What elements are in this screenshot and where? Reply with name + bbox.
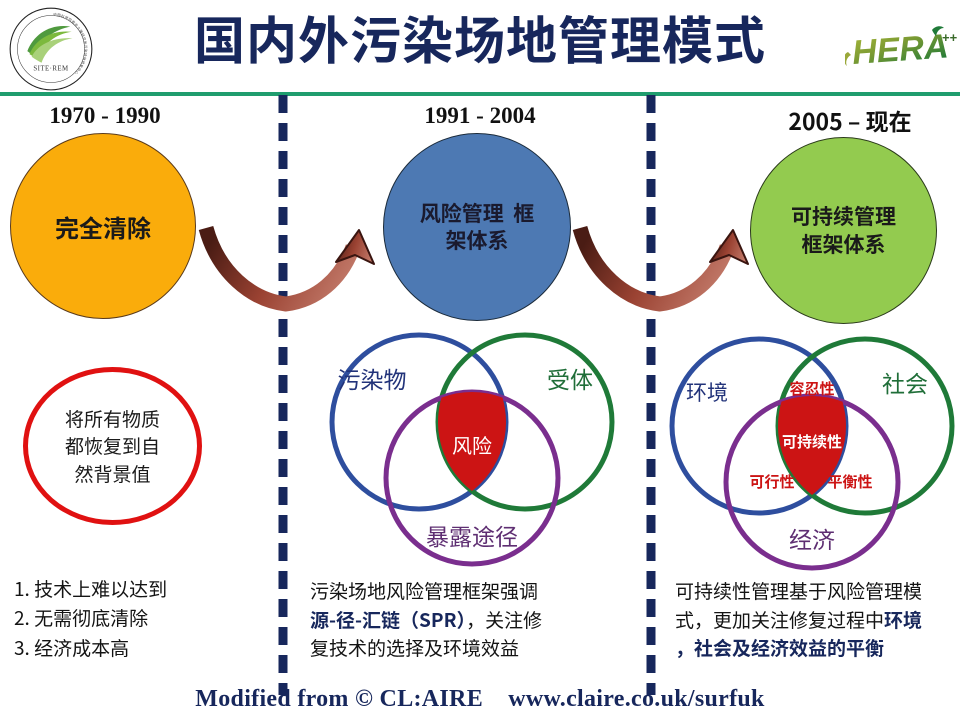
svg-text:容忍性: 容忍性 <box>789 378 834 399</box>
svg-text:暴露途径: 暴露途径 <box>426 518 518 552</box>
svg-text:风险: 风险 <box>452 430 492 459</box>
svg-text:可行性: 可行性 <box>749 471 794 492</box>
svg-text:经济: 经济 <box>789 521 835 555</box>
svg-text:污染物: 污染物 <box>338 361 407 395</box>
svg-text:社会: 社会 <box>882 365 928 399</box>
svg-text:平衡性: 平衡性 <box>827 471 872 492</box>
svg-text:受体: 受体 <box>547 361 593 395</box>
svg-text:环境: 环境 <box>686 377 728 407</box>
svg-text:可持续性: 可持续性 <box>782 431 842 452</box>
